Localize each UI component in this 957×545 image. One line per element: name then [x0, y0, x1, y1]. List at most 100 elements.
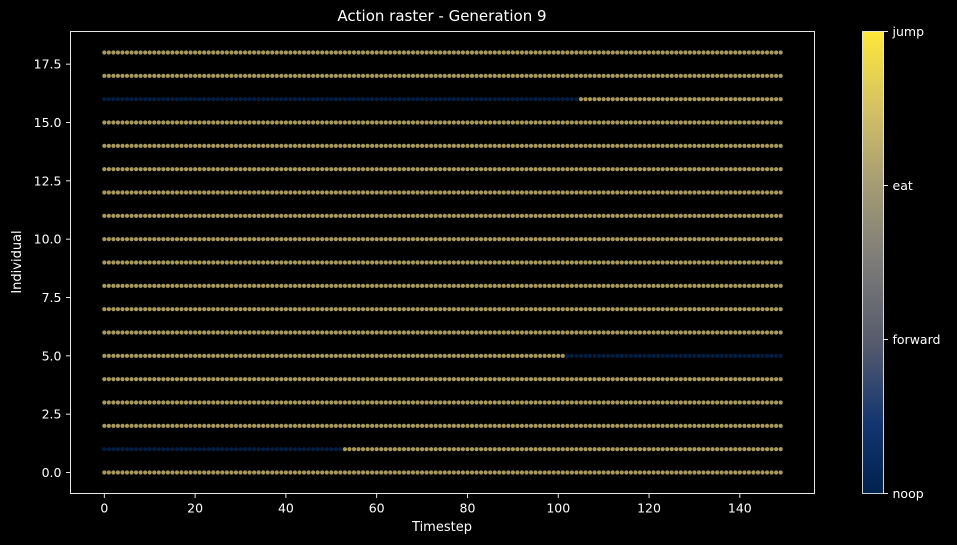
- data-point: [392, 97, 397, 102]
- data-point: [506, 447, 511, 452]
- data-point: [224, 260, 229, 265]
- data-point: [751, 260, 756, 265]
- data-point: [597, 237, 602, 242]
- data-point: [392, 307, 397, 312]
- data-point: [660, 120, 665, 125]
- data-point: [515, 97, 520, 102]
- data-point: [211, 143, 216, 148]
- data-point: [297, 260, 302, 265]
- data-point: [624, 377, 629, 382]
- data-point: [556, 50, 561, 55]
- data-point: [451, 50, 456, 55]
- data-point: [224, 237, 229, 242]
- data-point: [360, 447, 366, 452]
- data-point: [774, 307, 779, 312]
- data-point: [746, 167, 752, 172]
- data-point: [388, 377, 393, 382]
- data-point: [465, 307, 470, 312]
- data-point: [401, 143, 407, 148]
- data-point: [524, 353, 529, 358]
- data-point: [365, 400, 370, 405]
- data-point: [288, 167, 293, 172]
- data-point: [129, 330, 134, 335]
- data-point: [410, 120, 416, 125]
- data-point: [242, 213, 248, 218]
- data-point: [311, 260, 316, 265]
- data-point: [542, 470, 547, 475]
- data-point: [624, 353, 629, 358]
- data-point: [315, 307, 320, 312]
- data-point: [469, 307, 475, 312]
- data-point: [238, 423, 243, 428]
- data-point: [129, 353, 134, 358]
- data-point: [510, 470, 515, 475]
- data-point: [161, 143, 166, 148]
- data-point: [156, 353, 161, 358]
- data-point: [528, 143, 534, 148]
- data-point: [138, 213, 143, 218]
- data-point: [488, 283, 493, 288]
- data-point: [778, 97, 783, 102]
- data-point: [202, 423, 207, 428]
- data-point: [338, 260, 343, 265]
- data-point: [692, 143, 697, 148]
- data-point: [215, 260, 220, 265]
- data-point: [129, 190, 134, 195]
- data-point: [642, 400, 647, 405]
- data-point: [492, 307, 497, 312]
- data-point: [606, 307, 611, 312]
- data-point: [469, 330, 475, 335]
- data-point: [224, 470, 229, 475]
- data-point: [737, 377, 742, 382]
- data-point: [297, 97, 302, 102]
- data-point: [292, 260, 298, 265]
- data-point: [202, 167, 207, 172]
- data-point: [442, 167, 447, 172]
- data-point: [233, 50, 239, 55]
- data-point: [456, 377, 461, 382]
- data-point: [633, 213, 638, 218]
- data-point: [174, 353, 180, 358]
- data-point: [696, 190, 702, 195]
- data-point: [133, 190, 139, 195]
- data-point: [456, 190, 461, 195]
- data-point: [474, 330, 479, 335]
- data-point: [683, 50, 688, 55]
- data-point: [252, 97, 257, 102]
- data-point: [460, 353, 466, 358]
- data-point: [692, 260, 697, 265]
- data-point: [115, 447, 121, 452]
- data-point: [188, 330, 193, 335]
- data-point: [447, 353, 452, 358]
- data-point: [197, 400, 202, 405]
- data-point: [583, 423, 588, 428]
- data-point: [633, 143, 638, 148]
- data-point: [256, 73, 261, 78]
- data-point: [569, 353, 574, 358]
- data-point: [202, 143, 207, 148]
- data-point: [587, 470, 593, 475]
- data-point: [106, 353, 111, 358]
- data-point: [660, 283, 665, 288]
- data-point: [601, 73, 606, 78]
- data-point: [465, 353, 470, 358]
- data-point: [147, 423, 152, 428]
- data-point: [724, 423, 729, 428]
- data-point: [229, 237, 234, 242]
- data-point: [270, 353, 275, 358]
- data-point: [597, 423, 602, 428]
- data-point: [288, 353, 293, 358]
- data-point: [270, 283, 275, 288]
- data-point: [660, 143, 665, 148]
- data-point: [211, 50, 216, 55]
- data-point: [751, 120, 756, 125]
- data-point: [301, 50, 307, 55]
- data-point: [311, 237, 316, 242]
- data-point: [374, 283, 379, 288]
- data-point: [179, 377, 184, 382]
- data-point: [674, 377, 679, 382]
- data-point: [601, 377, 606, 382]
- data-point: [583, 307, 588, 312]
- data-point: [705, 447, 711, 452]
- data-point: [733, 213, 738, 218]
